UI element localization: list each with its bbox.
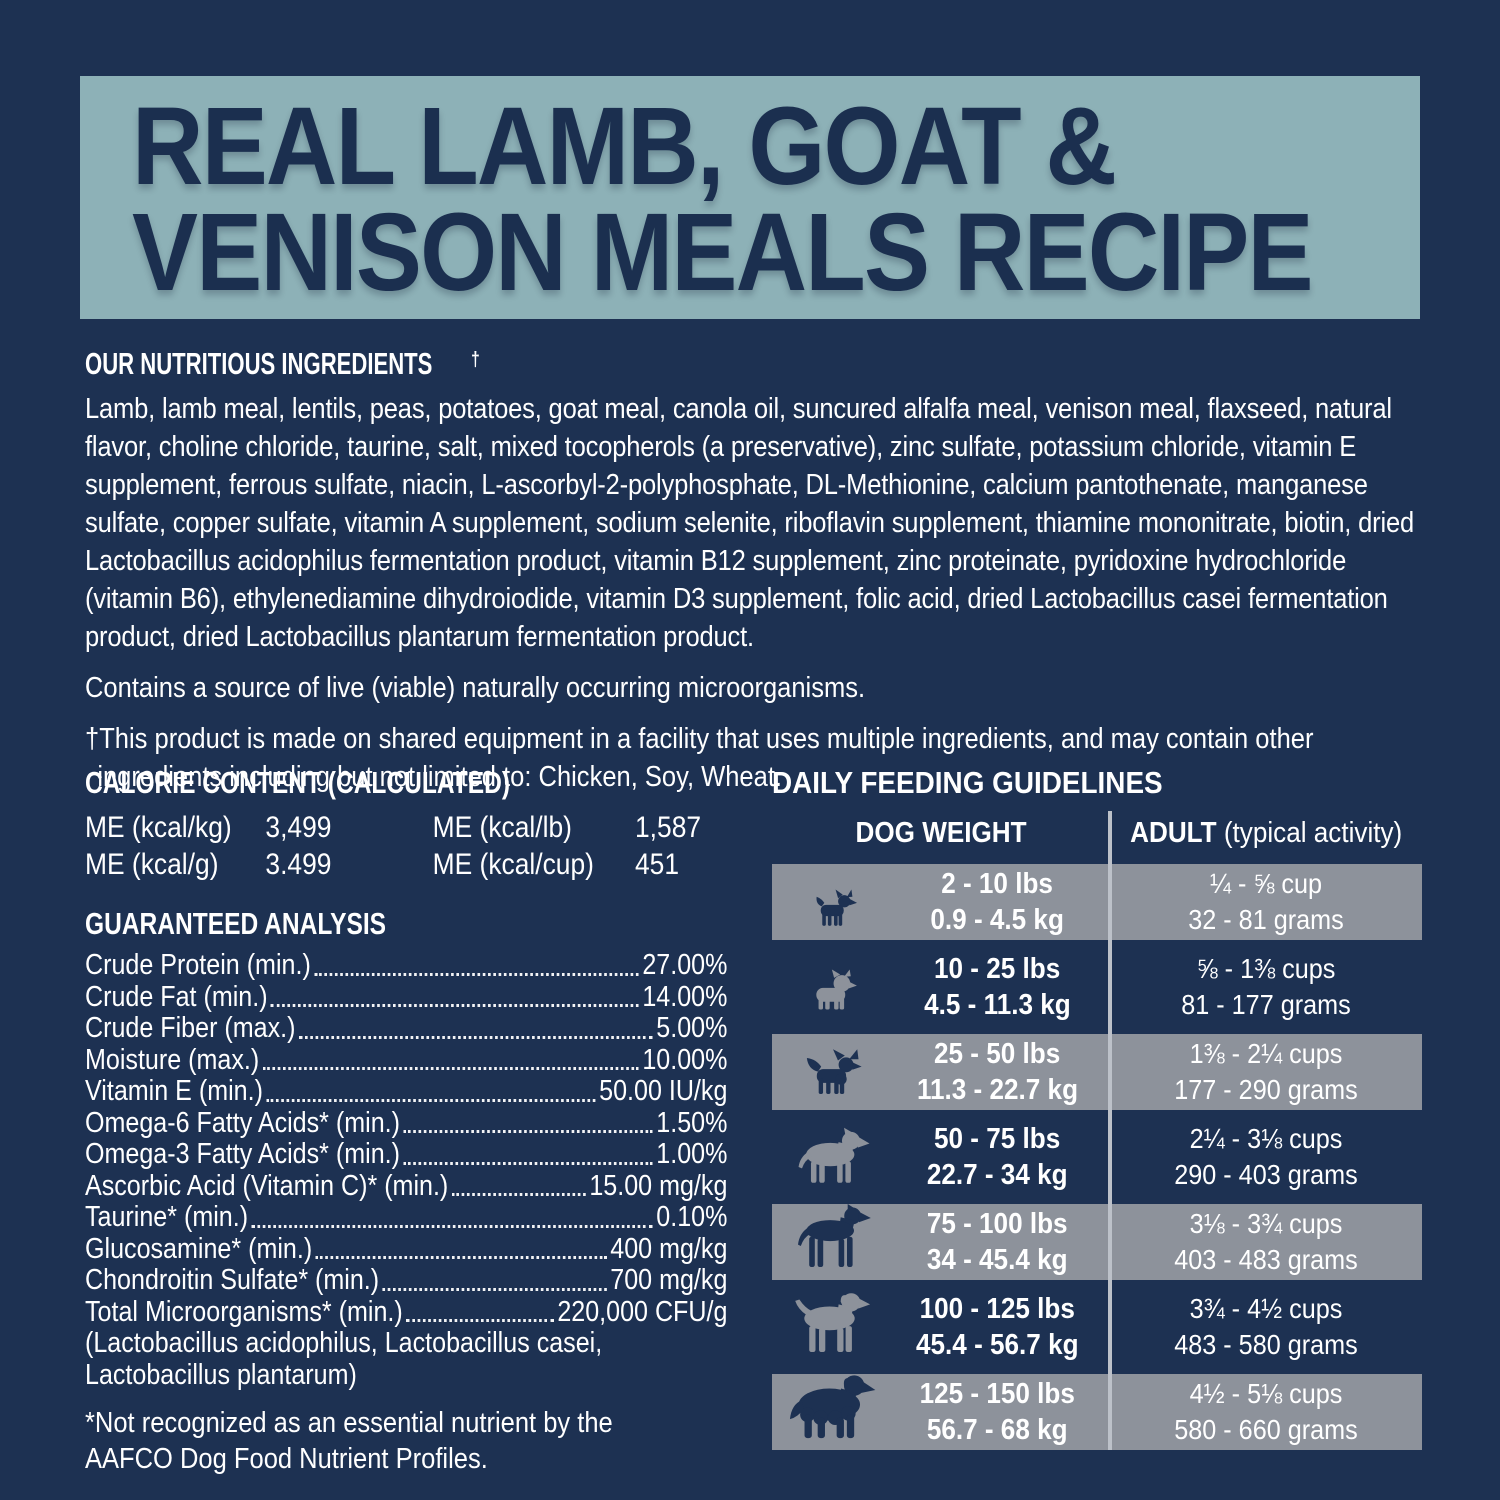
ga-row-glucosamine: Glucosamine* (min.) 400 mg/kg xyxy=(85,1232,728,1265)
ga-lactobacillus-line2: Lactobacillus plantarum) xyxy=(85,1358,357,1391)
calorie-heading: CALORIE CONTENT (CALCULATED) xyxy=(85,765,511,800)
ingredients-section: OUR NUTRITIOUS INGREDIENTS † Lamb, lamb m… xyxy=(85,346,1425,796)
ga-row-omega-6: Omega-6 Fatty Acids* (min.) 1.50% xyxy=(85,1106,728,1139)
dog-weight-column-header: DOG WEIGHT xyxy=(855,816,1027,849)
shared-facility-note: †This product is made on shared equipmen… xyxy=(85,723,1314,793)
calorie-content-section: CALORIE CONTENT (CALCULATED) ME (kcal/kg… xyxy=(85,765,745,883)
feeding-row-7: 125 - 150 lbs56.7 - 68 kg 4½ - 5⅛ cups 58… xyxy=(772,1374,1422,1450)
calorie-row-kcal-lb: ME (kcal/lb) 1,587 xyxy=(432,811,702,844)
ga-row-taurine: Taurine* (min.) 0.10% xyxy=(85,1201,728,1233)
recipe-title-line2: VENISON MEALS RECIPE xyxy=(132,191,1314,314)
calorie-row-kcal-cup: ME (kcal/cup) 451 xyxy=(432,848,680,881)
feeding-heading: DAILY FEEDING GUIDELINES xyxy=(772,765,1163,800)
ingredients-list: Lamb, lamb meal, lentils, peas, potatoes… xyxy=(85,393,1415,653)
feeding-table: DOG WEIGHT ADULT (typical activity) 2 - … xyxy=(772,811,1422,1450)
feeding-row-2: 10 - 25 lbs4.5 - 11.3 kg ⅝ - 1⅜ cups 81 -… xyxy=(772,949,1422,1025)
feeding-row-5: 75 - 100 lbs34 - 45.4 kg 3⅛ - 3¾ cups 403… xyxy=(772,1204,1422,1280)
ga-row-vitamin-e: Vitamin E (min.) 50.00 IU/kg xyxy=(85,1075,728,1107)
great-dane-icon xyxy=(790,1204,876,1274)
ga-row-crude-fat: Crude Fat (min.) 14.00% xyxy=(85,980,728,1013)
feeding-guidelines-section: DAILY FEEDING GUIDELINES DOG WEIGHT ADUL… xyxy=(772,765,1422,1450)
ga-row-crude-fiber: Crude Fiber (max.) 5.00% xyxy=(85,1012,728,1044)
microorganisms-note: Contains a source of live (viable) natur… xyxy=(85,672,866,704)
feeding-table-header: DOG WEIGHT ADULT (typical activity) xyxy=(772,811,1422,855)
ga-row-total-microorganisms: Total Microorganisms* (min.) 220,000 CFU/… xyxy=(85,1295,728,1328)
recipe-banner: REAL LAMB, GOAT & VENISON MEALS RECIPE xyxy=(80,76,1420,319)
feeding-row-6: 100 - 125 lbs45.4 - 56.7 kg 3¾ - 4½ cups… xyxy=(772,1289,1422,1365)
calorie-row-kcal-g: ME (kcal/g) 3.499 xyxy=(85,848,332,881)
newfoundland-icon xyxy=(779,1371,887,1444)
chihuahua-icon xyxy=(806,888,860,934)
feeding-row-1: 2 - 10 lbs0.9 - 4.5 kg ¼ - ⅝ cup 32 - 81 … xyxy=(772,864,1422,940)
feeding-row-4: 50 - 75 lbs22.7 - 34 kg 2¼ - 3⅛ cups 290 … xyxy=(772,1119,1422,1195)
ga-row-moisture: Moisture (max.) 10.00% xyxy=(85,1043,728,1076)
column-divider xyxy=(1108,811,1112,1450)
feeding-row-3: 25 - 50 lbs11.3 - 22.7 kg 1⅜ - 2¼ cups 17… xyxy=(772,1034,1422,1110)
dagger-mark: † xyxy=(471,349,480,371)
ga-row-chondroitin: Chondroitin Sulfate* (min.) 700 mg/kg xyxy=(85,1264,728,1296)
ingredients-heading: OUR NUTRITIOUS INGREDIENTS † xyxy=(85,346,480,381)
pit-bull-icon xyxy=(791,1127,875,1189)
aafco-footnote: *Not recognized as an essential nutrient… xyxy=(85,1407,613,1475)
labrador-icon xyxy=(787,1289,879,1359)
ga-lactobacillus-line1: (Lactobacillus acidophilus, Lactobacillu… xyxy=(85,1327,603,1359)
french-bulldog-icon xyxy=(803,969,863,1019)
recipe-title-line1: REAL LAMB, GOAT & xyxy=(132,85,1117,208)
ga-row-omega-3: Omega-3 Fatty Acids* (min.) 1.00% xyxy=(85,1138,728,1170)
calorie-row-kcal-kg: ME (kcal/kg) 3,499 xyxy=(85,811,332,844)
guaranteed-analysis-section: GUARANTEED ANALYSIS Crude Protein (min.)… xyxy=(85,906,745,1477)
guaranteed-analysis-heading: GUARANTEED ANALYSIS xyxy=(85,906,387,941)
ga-row-crude-protein: Crude Protein (min.) 27.00% xyxy=(85,949,728,981)
calorie-table: ME (kcal/kg) 3,499 ME (kcal/g) 3.499 ME (k… xyxy=(85,809,736,883)
adult-column-header: ADULT (typical activity) xyxy=(1129,816,1403,849)
long-haired-small-dog-icon xyxy=(800,1048,866,1104)
ga-row-ascorbic-acid: Ascorbic Acid (Vitamin C)* (min.) 15.00 m… xyxy=(85,1169,728,1202)
